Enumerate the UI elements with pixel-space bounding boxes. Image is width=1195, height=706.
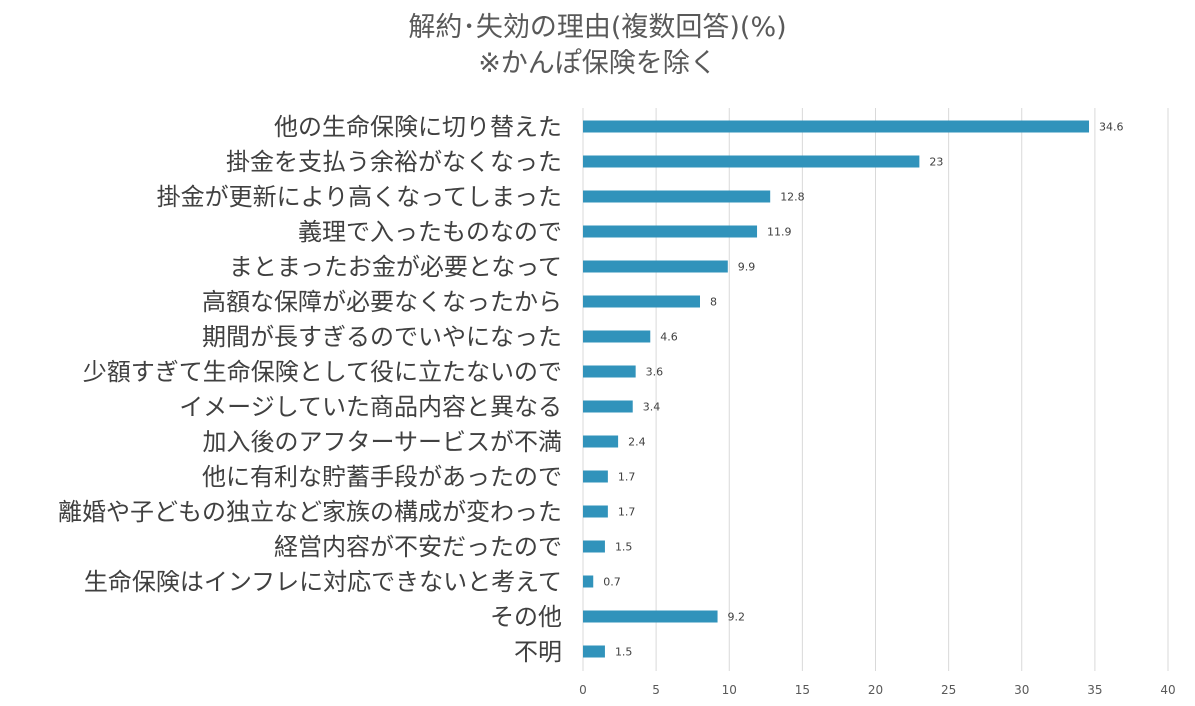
category-label: その他	[490, 603, 562, 631]
category-label: 義理で入ったものなので	[298, 218, 562, 246]
data-label: 1.7	[618, 471, 636, 484]
data-label: 1.7	[618, 506, 636, 519]
category-label: 不明	[514, 638, 562, 666]
category-label: 他の生命保険に切り替えた	[274, 113, 562, 141]
category-label: 少額すぎて生命保険として役に立たないので	[83, 358, 562, 386]
category-label: 掛金が更新により高くなってしまった	[157, 183, 562, 211]
x-tick-label: 15	[795, 683, 810, 697]
bar-14	[583, 610, 718, 623]
category-label: まとまったお金が必要となって	[229, 253, 562, 281]
data-label: 9.2	[728, 611, 746, 624]
data-label: 3.6	[646, 366, 664, 379]
data-label: 34.6	[1099, 121, 1124, 134]
category-label: 生命保険はインフレに対応できないと考えて	[84, 568, 562, 596]
category-labels: 他の生命保険に切り替えた掛金を支払う余裕がなくなった掛金が更新により高くなってし…	[58, 113, 562, 666]
chart-title: 解約･失効の理由(複数回答)(%)	[408, 12, 787, 43]
data-label: 9.9	[738, 261, 756, 274]
data-label: 3.4	[643, 401, 661, 414]
bar-0	[583, 120, 1090, 133]
bar-5	[583, 295, 700, 308]
category-label: 高額な保障が必要なくなったから	[202, 288, 562, 316]
x-tick-label: 30	[1014, 683, 1029, 697]
x-axis-ticks: 0 5 10 15 20 25 30 35 40	[579, 683, 1175, 697]
bars	[583, 120, 1090, 658]
data-label: 0.7	[603, 576, 621, 589]
bar-13	[583, 575, 594, 588]
data-labels: 34.6 23 12.8 11.9 9.9 8 4.6 3.6 3.4 2.4 1.7 1.7 1.5 0…	[603, 121, 1123, 659]
chart-title-block: 解約･失効の理由(複数回答)(%) ※かんぽ保険を除く	[0, 10, 1195, 82]
bar-9	[583, 435, 619, 448]
bar-1	[583, 155, 920, 168]
data-label: 4.6	[660, 331, 678, 344]
category-label: 他に有利な貯蓄手段があったので	[202, 463, 562, 491]
category-label: 掛金を支払う余裕がなくなった	[226, 148, 562, 176]
data-label: 12.8	[780, 191, 805, 204]
x-tick-label: 25	[941, 683, 956, 697]
category-label: 加入後のアフターサービスが不満	[202, 428, 562, 456]
x-tick-label: 35	[1087, 683, 1102, 697]
category-label: 経営内容が不安だったので	[274, 533, 562, 561]
data-label: 1.5	[615, 646, 633, 659]
category-label: 期間が長すぎるのでいやになった	[202, 323, 562, 351]
data-label: 2.4	[628, 436, 646, 449]
bar-7	[583, 365, 636, 378]
data-label: 1.5	[615, 541, 633, 554]
bar-11	[583, 505, 608, 518]
data-label: 23	[929, 156, 943, 169]
bar-4	[583, 260, 728, 273]
gridlines	[582, 108, 1169, 671]
data-label: 8	[710, 296, 717, 309]
category-label: 離婚や子どもの独立など家族の構成が変わった	[58, 498, 562, 526]
bar-2	[583, 190, 771, 203]
bar-12	[583, 540, 605, 553]
bar-3	[583, 225, 758, 238]
chart-subtitle: ※かんぽ保険を除く	[478, 48, 717, 79]
x-tick-label: 20	[868, 683, 883, 697]
bar-6	[583, 330, 651, 343]
x-tick-label: 5	[652, 683, 660, 697]
x-tick-label: 10	[722, 683, 737, 697]
data-label: 11.9	[767, 226, 792, 239]
bar-8	[583, 400, 633, 413]
bar-10	[583, 470, 608, 483]
category-label: イメージしていた商品内容と異なる	[179, 393, 562, 421]
x-tick-label: 40	[1160, 683, 1175, 697]
x-tick-label: 0	[579, 683, 587, 697]
bar-15	[583, 645, 605, 658]
